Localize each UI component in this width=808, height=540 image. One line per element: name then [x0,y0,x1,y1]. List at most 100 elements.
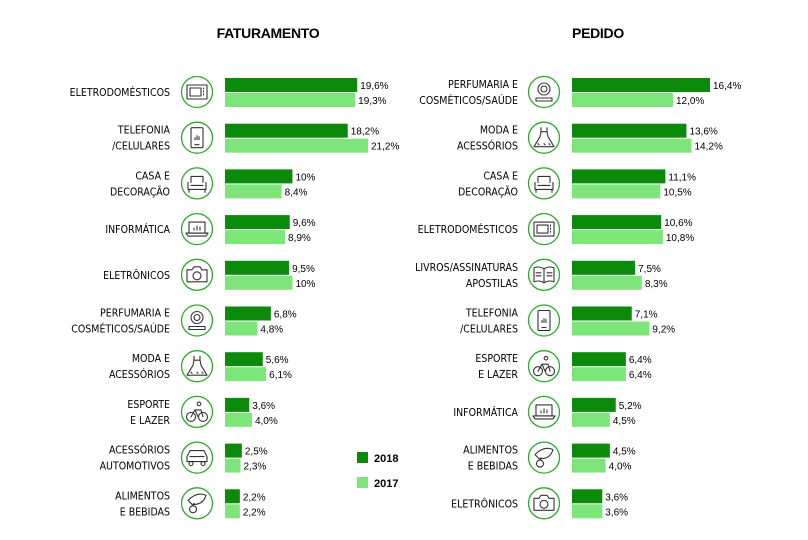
bar-2018 [225,397,250,412]
armchair-icon [527,167,561,200]
bar-2017 [572,367,626,382]
data-label: 4,5% [613,447,636,458]
category-label: LIVROS/ASSINATURAS [415,262,518,274]
bar-2017 [225,138,368,153]
bar-2017 [572,138,692,153]
category-label: ACESSÓRIOS [457,140,518,153]
category-row: CASA E DECORAÇÃO 11,1% 10,5% [458,167,696,200]
bar-2018 [225,306,271,321]
data-label: 5,6% [266,355,289,366]
bar-2018 [225,260,290,275]
data-label: 6,8% [274,310,297,321]
legend-label: 2017 [374,478,398,490]
bar-2017 [225,230,286,245]
category-label: TELEFONIA [465,308,519,320]
category-row: INFORMÁTICA 9,6% 8,9% [105,212,316,246]
data-label: 6,4% [629,355,652,366]
category-row: CASA E DECORAÇÃO 10% 8,4% [110,167,316,200]
data-label: 3,6% [252,401,275,412]
bar-2018 [225,443,242,458]
category-label: ELETRODOMÉSTICOS [418,223,518,236]
data-label: 8,3% [645,279,668,290]
bar-2018 [572,215,662,230]
bar-2018 [572,260,636,275]
dress-icon [527,121,561,154]
category-row: MODA E ACESSÓRIOS 5,6% 6,1% [109,350,292,383]
bar-2018 [572,443,610,458]
data-label: 10,8% [666,233,694,244]
category-row: ESPORTE E LAZER 3,6% 4,0% [127,395,278,429]
laptop-icon [527,395,561,429]
category-label: E LAZER [130,415,170,427]
bar-2018 [225,215,290,230]
car-icon [180,441,214,474]
category-label: CASA E [135,170,170,182]
food-icon [180,487,214,520]
camera-icon [527,487,561,520]
category-row: ELETRÔNICOS 3,6% 3,6% [451,487,628,520]
legend-swatch [357,452,368,463]
category-label: ALIMENTOS [463,445,518,457]
data-label: 3,6% [605,492,628,503]
data-label: 19,3% [358,96,386,107]
bar-2018 [572,397,616,412]
book-icon [527,258,561,291]
food-icon [527,441,561,474]
category-label: TELEFONIA [117,125,171,137]
chart-panel-1: FATURAMENTO ELETRODOMÉSTICOS 19,6% 19,3% TEL… [70,25,399,520]
armchair-icon [180,167,214,200]
category-label: COSMÉTICOS/SAÚDE [71,323,170,336]
laptop-icon [180,212,214,246]
category-label: E LAZER [478,369,518,381]
category-label: /CELULARES [112,141,170,153]
category-label: PERFUMARIA E [448,79,518,91]
bar-2018 [572,169,666,184]
bar-2017 [572,93,673,107]
category-label: DECORAÇÃO [458,185,518,198]
category-label: MODA E [132,353,170,365]
bar-2017 [572,230,663,245]
bar-2017 [225,321,258,336]
category-label: ELETRÔNICOS [451,497,518,510]
category-label: ACESSÓRIOS [109,444,170,457]
bar-2017 [572,458,606,473]
microwave-icon [527,212,561,246]
data-label: 10% [295,172,315,183]
category-row: ALIMENTOS E BEBIDAS 2,2% 2,2% [115,487,266,520]
category-row: MODA E ACESSÓRIOS 13,6% 14,2% [457,121,723,154]
data-label: 11,1% [668,172,696,183]
data-label: 6,4% [629,370,652,381]
bar-2017 [225,93,356,107]
smartphone-icon [180,121,214,154]
category-label: CASA E [483,170,518,182]
category-row: PERFUMARIA E COSMÉTICOS/SAÚDE 16,4% 12,0% [419,75,741,109]
bar-2018 [225,123,348,138]
data-label: 13,6% [689,127,717,138]
data-label: 8,4% [285,187,308,198]
category-label: ESPORTE [475,353,518,365]
category-label: /CELULARES [460,324,518,336]
data-label: 2,5% [245,447,268,458]
bicycle-icon [527,350,561,383]
chart-panel-2: PEDIDO PERFUMARIA E COSMÉTICOS/SAÚDE 16,4% 1… [415,25,741,520]
category-row: LIVROS/ASSINATURAS APOSTILAS 7,5% 8,3% [415,258,668,291]
data-label: 2,3% [244,462,267,473]
bar-2017 [572,504,603,519]
bar-2017 [572,275,642,290]
category-label: ELETRÔNICOS [103,269,170,282]
data-label: 10% [295,279,315,290]
category-row: PERFUMARIA E COSMÉTICOS/SAÚDE 6,8% 4,8% [71,304,297,337]
data-label: 2,2% [243,507,266,518]
category-row: ESPORTE E LAZER 6,4% 6,4% [475,350,652,383]
data-label: 10,5% [663,187,691,198]
category-label: ACESSÓRIOS [109,368,170,381]
legend: 2018 2017 [357,452,398,490]
category-label: PERFUMARIA E [100,308,170,320]
category-label: MODA E [480,125,518,137]
chart-title: PEDIDO [572,25,624,41]
category-row: TELEFONIA/CELULARES 18,2% 21,2% [112,121,399,154]
data-label: 12,0% [676,96,704,107]
bar-2018 [225,169,293,184]
data-label: 14,2% [694,142,722,153]
